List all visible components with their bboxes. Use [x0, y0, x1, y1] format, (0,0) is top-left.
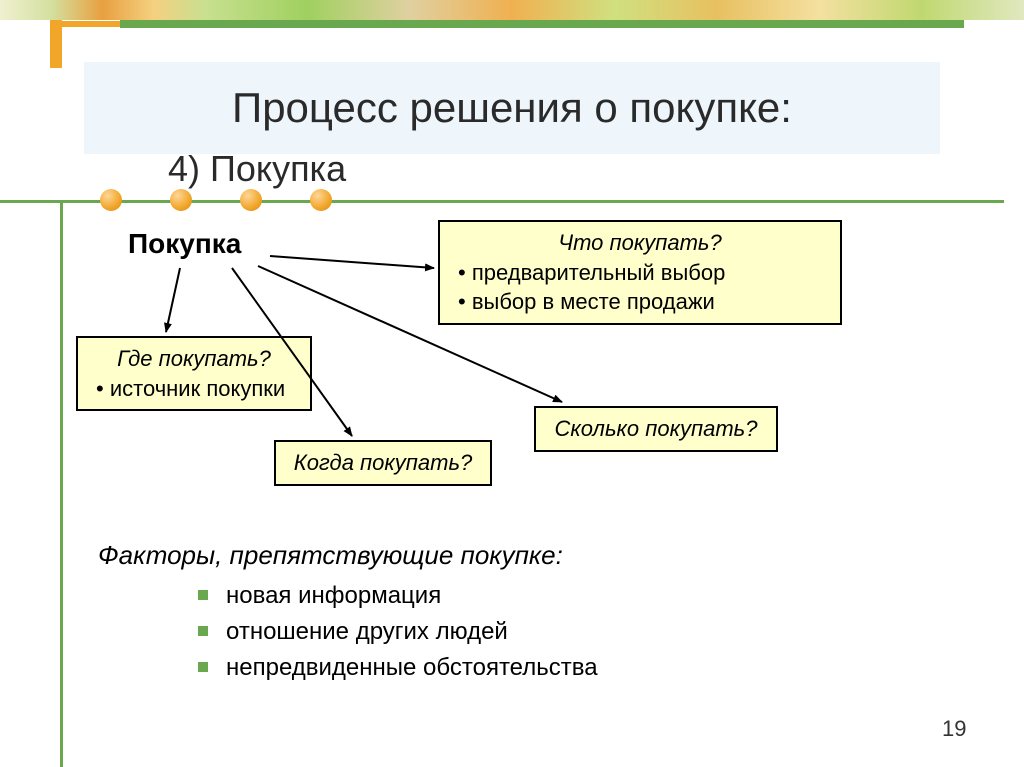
- factors-list: новая информацияотношение других людейне…: [198, 578, 598, 686]
- slide-title: Процесс решения о покупке:: [94, 84, 930, 132]
- node-item: предварительный выбор: [458, 258, 828, 288]
- accent-dot: [240, 189, 262, 211]
- slide-title-box: Процесс решения о покупке:: [84, 62, 940, 154]
- orange-stub: [50, 20, 62, 68]
- diagram-node-when: Когда покупать?: [274, 440, 492, 486]
- diagram-root-label: Покупка: [128, 228, 241, 260]
- node-question: Где покупать?: [90, 344, 298, 374]
- green-accent-bar: [120, 20, 964, 28]
- accent-dot: [100, 189, 122, 211]
- factors-heading: Факторы, препятствующие покупке:: [98, 540, 563, 571]
- node-item: источник покупки: [96, 374, 298, 404]
- horizontal-rule: [0, 200, 1004, 203]
- node-question: Когда покупать?: [288, 448, 478, 478]
- node-item: выбор в месте продажи: [458, 287, 828, 317]
- node-items: источник покупки: [90, 374, 298, 404]
- diagram-node-what: Что покупать?предварительный выборвыбор …: [438, 220, 842, 325]
- diagram-node-where: Где покупать?источник покупки: [76, 336, 312, 411]
- accent-dot: [310, 189, 332, 211]
- factors-list-item: новая информация: [198, 578, 598, 614]
- page-number: 19: [942, 716, 966, 742]
- accent-dot: [170, 189, 192, 211]
- factors-list-item: непредвиденные обстоятельства: [198, 650, 598, 686]
- orange-accent-bar: [60, 21, 120, 27]
- vertical-rule: [60, 200, 63, 767]
- node-items: предварительный выборвыбор в месте прода…: [452, 258, 828, 317]
- node-question: Что покупать?: [452, 228, 828, 258]
- decorative-header-strip: [0, 0, 1024, 20]
- diagram-node-howmany: Сколько покупать?: [534, 406, 778, 452]
- slide-subtitle: 4) Покупка: [168, 148, 346, 190]
- factors-list-item: отношение других людей: [198, 614, 598, 650]
- node-question: Сколько покупать?: [548, 414, 764, 444]
